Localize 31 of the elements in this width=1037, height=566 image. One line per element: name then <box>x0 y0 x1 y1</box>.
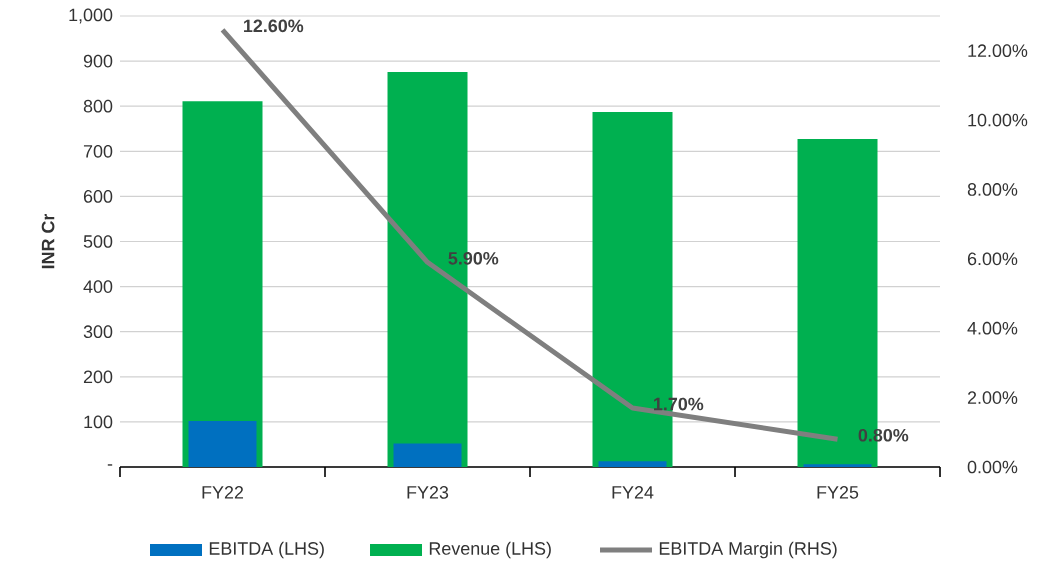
y-tick-label: 1,000 <box>69 8 113 24</box>
y-tick-label: 100 <box>84 415 113 429</box>
y2-tick-label: 0.00% <box>967 460 1018 474</box>
y2-tick-label: 4.00% <box>967 321 1018 335</box>
x-tick-label: FY25 <box>817 486 859 499</box>
y2-tick-label: 8.00% <box>967 183 1018 196</box>
y2-tick-label: 10.00% <box>968 113 1028 127</box>
y-tick-label: 400 <box>83 280 113 293</box>
y-tick-label: 200 <box>83 370 113 384</box>
y-tick-label: 900 <box>83 54 113 68</box>
x-tick-label: FY24 <box>612 486 654 499</box>
y2-tick-label: 6.00% <box>967 252 1018 266</box>
x-tick-label: FY23 <box>407 486 449 499</box>
legend-label: Revenue (LHS) <box>429 541 551 559</box>
x-tick-label: FY22 <box>202 486 244 499</box>
bar <box>598 461 667 467</box>
y-tick-label: 800 <box>83 99 113 113</box>
y-tick-label: 600 <box>83 190 113 203</box>
bar <box>188 420 257 467</box>
y-tick-label: 500 <box>83 235 113 248</box>
y-axis-title: INR Cr <box>41 213 55 269</box>
y-tick-label: - <box>107 464 113 466</box>
y2-tick-label: 12.00% <box>968 44 1028 58</box>
y-tick-label: 700 <box>83 144 113 158</box>
legend-label: EBITDA (LHS) <box>209 541 324 559</box>
y-tick-label: 300 <box>83 325 113 339</box>
data-label: 12.60% <box>244 19 304 33</box>
bar <box>393 443 462 467</box>
y2-tick-label: 2.00% <box>967 391 1018 404</box>
bar <box>803 464 872 467</box>
legend-label: EBITDA Margin (RHS) <box>659 541 837 559</box>
